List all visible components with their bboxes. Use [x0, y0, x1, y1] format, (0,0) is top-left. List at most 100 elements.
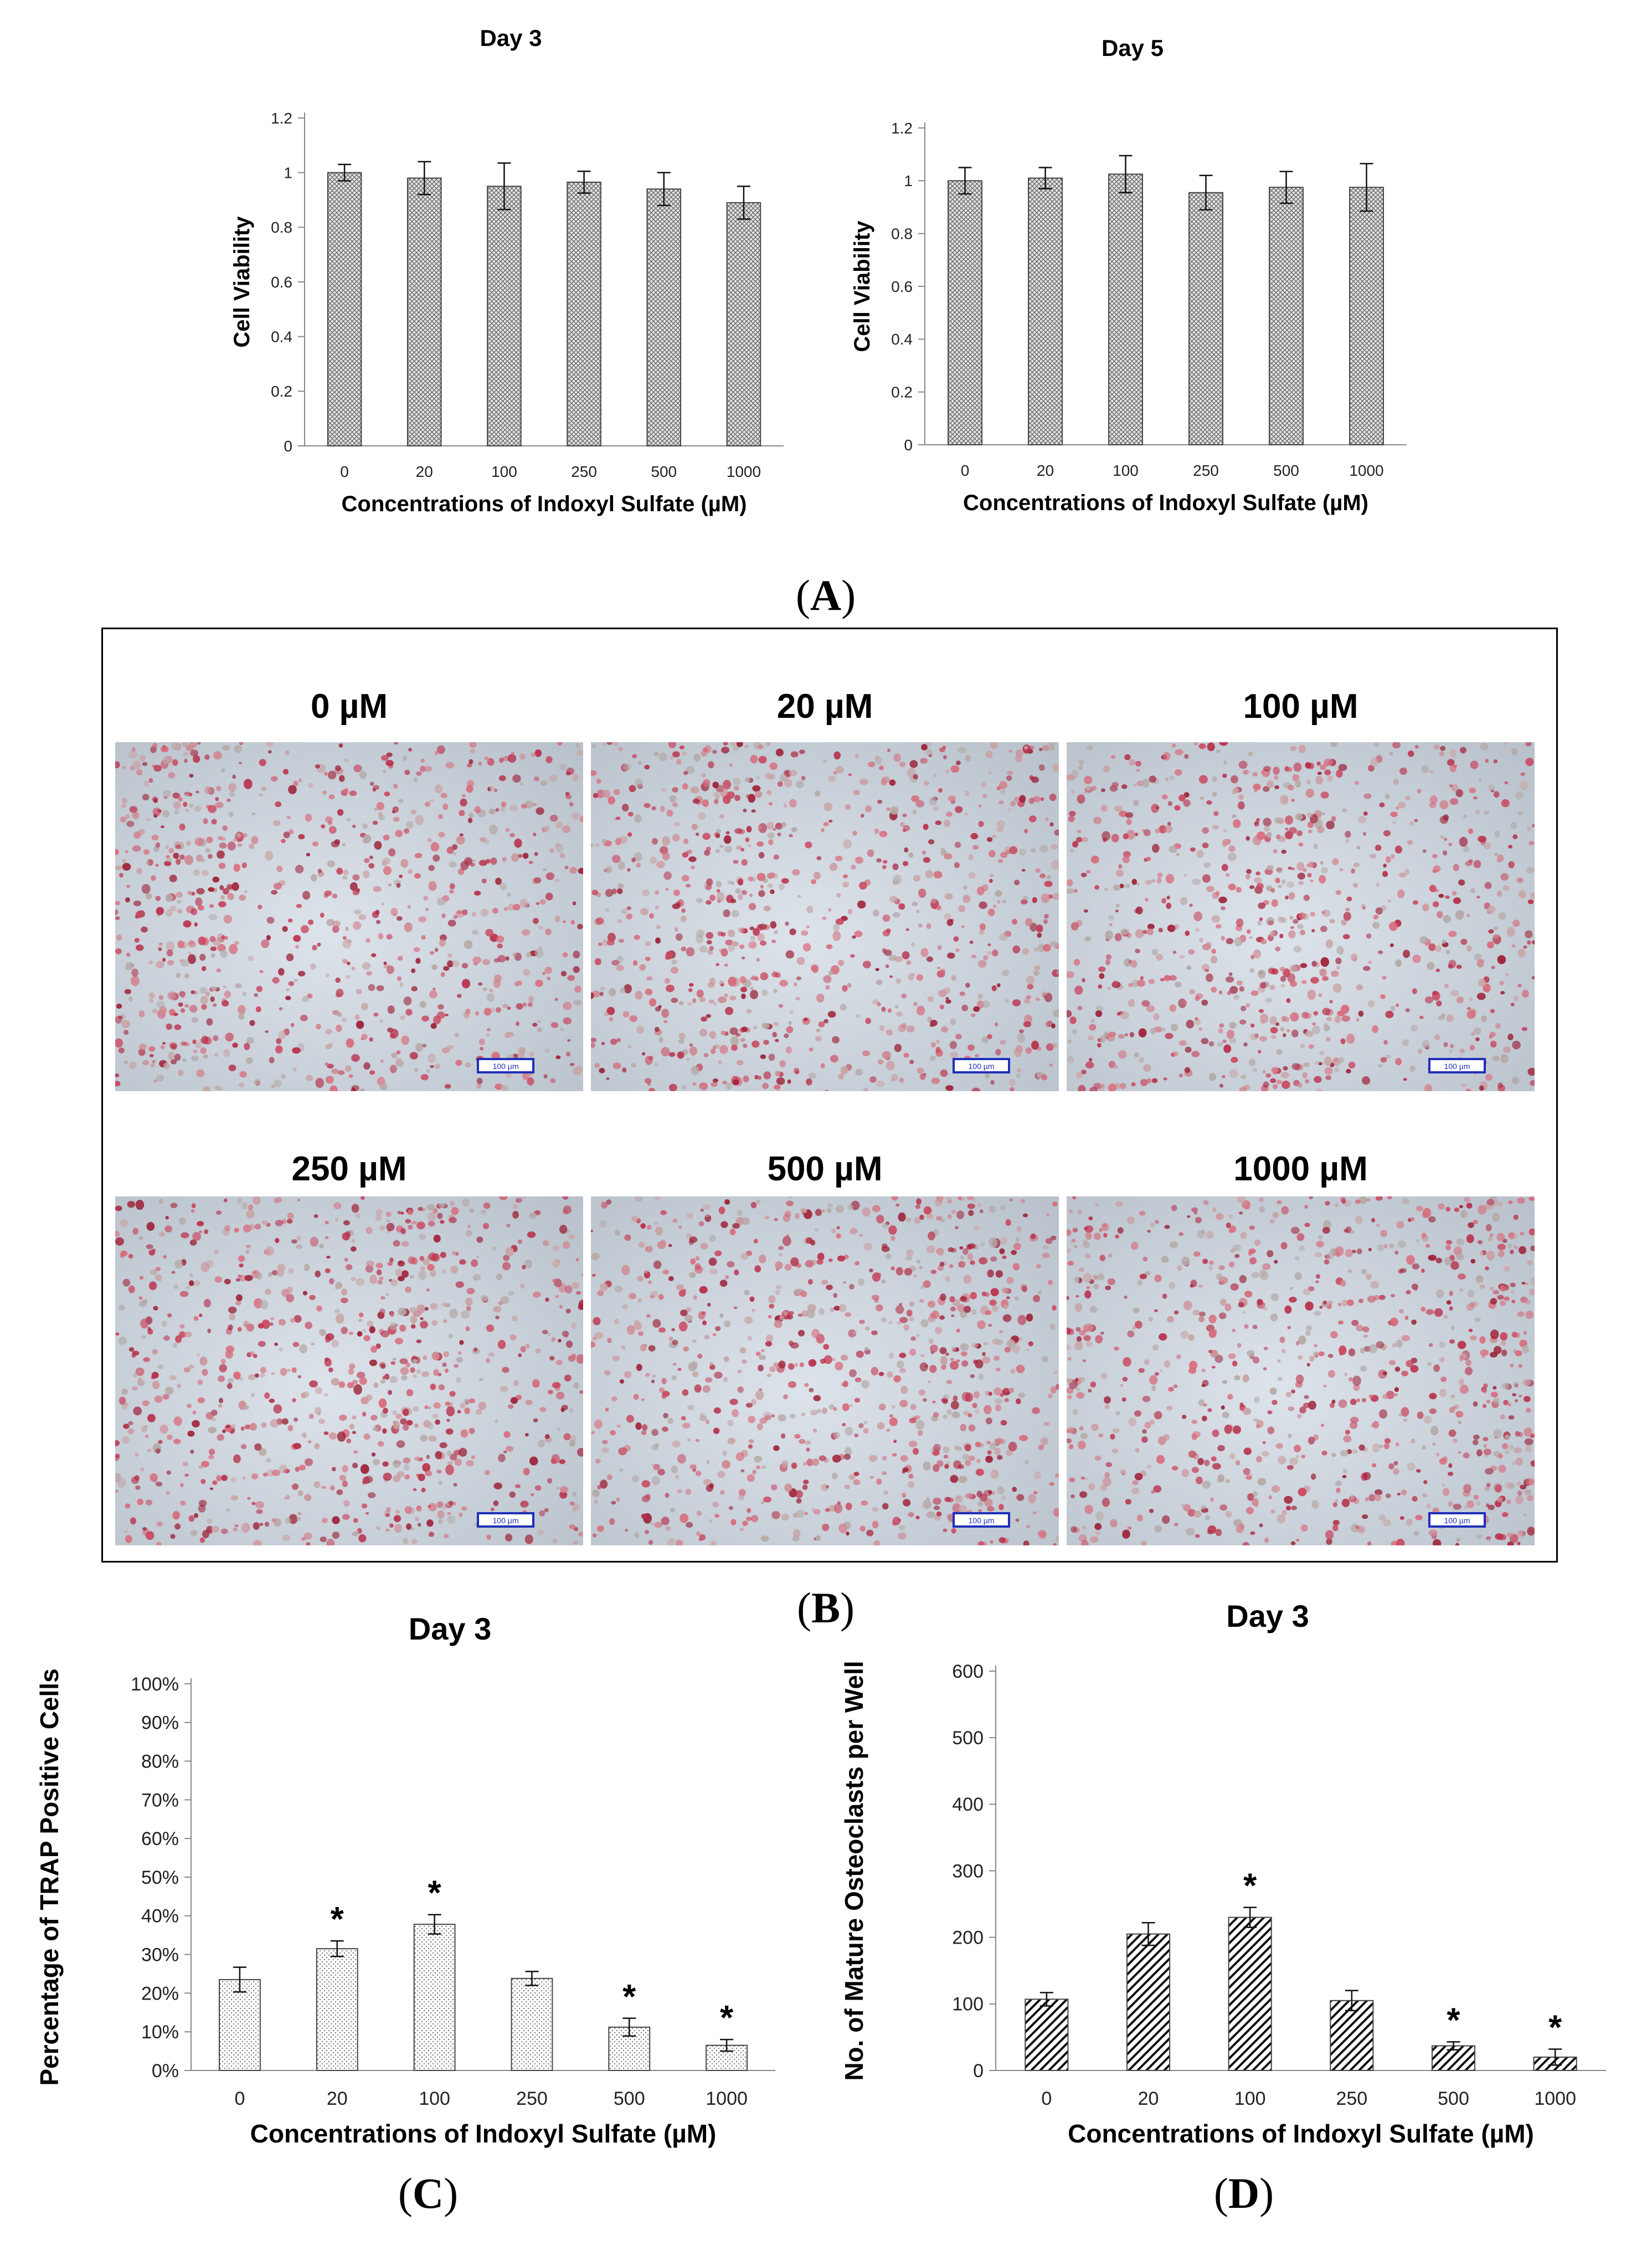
panel-label-b: (B) — [797, 1584, 855, 1632]
x-axis-label: Concentrations of Indoxyl Sulfate (µM) — [342, 492, 747, 516]
y-tick-label: 40% — [141, 1906, 179, 1927]
y-tick-label: 30% — [141, 1945, 179, 1966]
x-tick-label: 100 — [1113, 462, 1139, 479]
micrograph-image: 100 µm — [1067, 1196, 1535, 1545]
error-bar — [497, 162, 511, 210]
bar — [316, 1948, 358, 2071]
error-bar — [1141, 1921, 1155, 1946]
x-tick-label: 500 — [1438, 2088, 1469, 2109]
scale-bar-label: 100 µm — [493, 1516, 519, 1525]
x-tick-label: 1000 — [1534, 2088, 1576, 2109]
significance-marker: * — [331, 1900, 344, 1939]
y-tick-label: 100% — [131, 1674, 179, 1695]
scale-bar: 100 µm — [477, 1058, 534, 1073]
significance-marker: * — [1243, 1867, 1257, 1905]
y-tick-label: 0.8 — [891, 225, 913, 242]
y-tick-label: 60% — [141, 1828, 179, 1849]
y-axis-label: Cell Viability — [230, 216, 254, 348]
x-tick-label: 100 — [1234, 2088, 1266, 2109]
y-tick-label: 90% — [141, 1713, 179, 1734]
y-axis-label: Cell Viability — [850, 220, 874, 352]
significance-marker: * — [720, 1999, 734, 2037]
x-tick-label: 100 — [491, 463, 517, 480]
scale-bar: 100 µm — [1428, 1512, 1486, 1528]
y-tick-label: 500 — [952, 1728, 984, 1749]
y-tick-label: 300 — [952, 1861, 984, 1882]
y-tick-label: 200 — [952, 1928, 984, 1949]
x-tick-label: 0 — [961, 462, 970, 479]
error-bar — [1199, 174, 1213, 211]
scale-bar-label: 100 µm — [969, 1516, 995, 1525]
y-tick-label: 0.2 — [891, 383, 913, 400]
bar — [567, 181, 601, 446]
y-tick-label: 0% — [152, 2060, 179, 2082]
y-tick-label: 0 — [973, 2060, 984, 2082]
error-bar — [1447, 2041, 1460, 2051]
bar — [1269, 187, 1304, 445]
y-tick-label: 1 — [904, 172, 913, 189]
x-tick-label: 1000 — [706, 2088, 748, 2109]
y-axis-label: Percentage of TRAP Positive Cells — [35, 1668, 64, 2085]
error-bar — [1345, 1990, 1358, 2012]
chart-title: Day 3 — [409, 1611, 491, 1646]
bar — [1188, 192, 1223, 445]
bar — [1126, 1933, 1171, 2072]
x-tick-label: 0 — [234, 2088, 245, 2109]
bar — [1228, 1916, 1272, 2072]
x-tick-label: 250 — [516, 2088, 548, 2109]
y-tick-label: 0 — [284, 438, 292, 455]
bar — [1028, 177, 1063, 445]
micrograph-image: 100 µm — [115, 742, 583, 1091]
x-tick-label: 0 — [1041, 2088, 1052, 2109]
error-bar — [1360, 163, 1373, 212]
y-tick-label: 0.8 — [271, 219, 292, 236]
error-bar — [657, 172, 671, 207]
x-tick-label: 250 — [1336, 2088, 1367, 2109]
y-tick-label: 100 — [952, 1994, 984, 2015]
error-bar — [1279, 171, 1293, 204]
scale-bar-label: 100 µm — [493, 1062, 519, 1071]
micrograph-image: 100 µm — [591, 1196, 1059, 1545]
y-tick-label: 0 — [904, 436, 913, 454]
error-bar — [428, 1914, 441, 1935]
error-bar — [958, 167, 972, 195]
error-bar — [338, 163, 352, 182]
x-tick-label: 500 — [1273, 462, 1299, 479]
error-bar — [1119, 155, 1133, 194]
x-tick-label: 20 — [1037, 462, 1054, 479]
error-bar — [233, 1966, 246, 1993]
y-tick-label: 10% — [141, 2022, 179, 2043]
micrograph-title: 500 µM — [767, 1150, 883, 1188]
chart-title: Day 3 — [1226, 1599, 1309, 1633]
bar — [948, 180, 982, 445]
bar — [511, 1977, 553, 2071]
chart-title: Day 3 — [480, 25, 542, 51]
micrograph-image: 100 µm — [591, 742, 1059, 1091]
bar — [726, 202, 761, 446]
panel-label-d: (D) — [1213, 2169, 1274, 2217]
significance-marker: * — [1447, 2001, 1460, 2039]
error-bar — [737, 186, 750, 220]
bar — [327, 172, 362, 446]
y-tick-label: 0.4 — [891, 331, 913, 348]
micrograph-title: 20 µM — [776, 687, 873, 726]
panel-label-c: (C) — [398, 2169, 459, 2217]
chart-title: Day 5 — [1102, 35, 1164, 61]
micrograph-cell: 500 µM 100 µm — [591, 1149, 1059, 1545]
y-axis-label: No. of Mature Osteoclasts per Well — [840, 1661, 868, 2080]
x-tick-label: 20 — [416, 463, 433, 480]
micrograph-cell: 1000 µM 100 µm — [1067, 1149, 1535, 1545]
bar — [1330, 2000, 1374, 2071]
micrograph-cell: 0 µM 100 µm — [115, 687, 583, 1091]
error-bar — [1548, 2048, 1562, 2066]
x-axis-label: Concentrations of Indoxyl Sulfate (µM) — [963, 491, 1368, 515]
micrograph-image: 100 µm — [115, 1196, 583, 1545]
scale-bar: 100 µm — [1428, 1058, 1486, 1073]
bar — [218, 1979, 261, 2071]
micrograph-title: 100 µM — [1243, 687, 1358, 726]
micrograph-title: 250 µM — [291, 1150, 407, 1188]
